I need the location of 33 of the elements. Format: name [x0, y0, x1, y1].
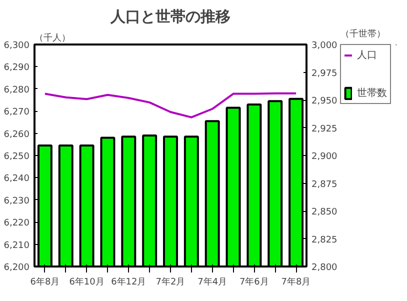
x-tick-label: 7年2月: [156, 276, 186, 288]
y-tick-label: 6,210: [4, 240, 30, 251]
y2-tick-label: 2,850: [312, 208, 338, 218]
legend-label: 人口: [357, 49, 377, 62]
y2-tick-label: 2,925: [312, 124, 338, 134]
y-tick-label: 6,300: [4, 41, 30, 51]
y2-tick-label: 2,950: [312, 96, 338, 106]
y-tick-label: 6,220: [4, 218, 30, 229]
y-tick-label: 6,250: [4, 152, 30, 162]
y2-tick-label: 2,800: [312, 263, 338, 273]
y-tick-label: 6,280: [4, 85, 30, 96]
x-tick-label: 6年10月: [69, 276, 104, 288]
legend-label: 世帯数: [357, 86, 387, 100]
x-tick-label: 7年4月: [198, 276, 228, 288]
y-tick-label: 6,200: [4, 263, 30, 273]
x-tick-label: 7年8月: [281, 276, 311, 288]
y2-axis-title: （千世帯）: [340, 28, 386, 40]
line-series: [44, 92, 298, 118]
chart-title: 人口と世帯の推移: [110, 8, 230, 26]
x-tick-label: 6年8月: [30, 276, 60, 288]
x-tick-label: 7年6月: [239, 276, 269, 288]
x-tick-label: 6年12月: [111, 276, 146, 288]
y-tick-label: 6,260: [4, 130, 30, 140]
y2-tick-label: 2,825: [312, 235, 338, 246]
y-tick-label: 6,290: [4, 63, 30, 74]
y2-tick-label: 2,975: [312, 68, 338, 79]
y-tick-label: 6,270: [4, 108, 30, 118]
y-tick-label: 6,240: [4, 174, 30, 184]
y2-tick-label: 3,000: [312, 41, 338, 51]
y2-tick-label: 2,900: [312, 152, 338, 162]
y-tick-label: 6,230: [4, 196, 30, 206]
y-axis-title: （千人）: [34, 32, 70, 44]
y2-tick-label: 2,875: [312, 180, 338, 190]
